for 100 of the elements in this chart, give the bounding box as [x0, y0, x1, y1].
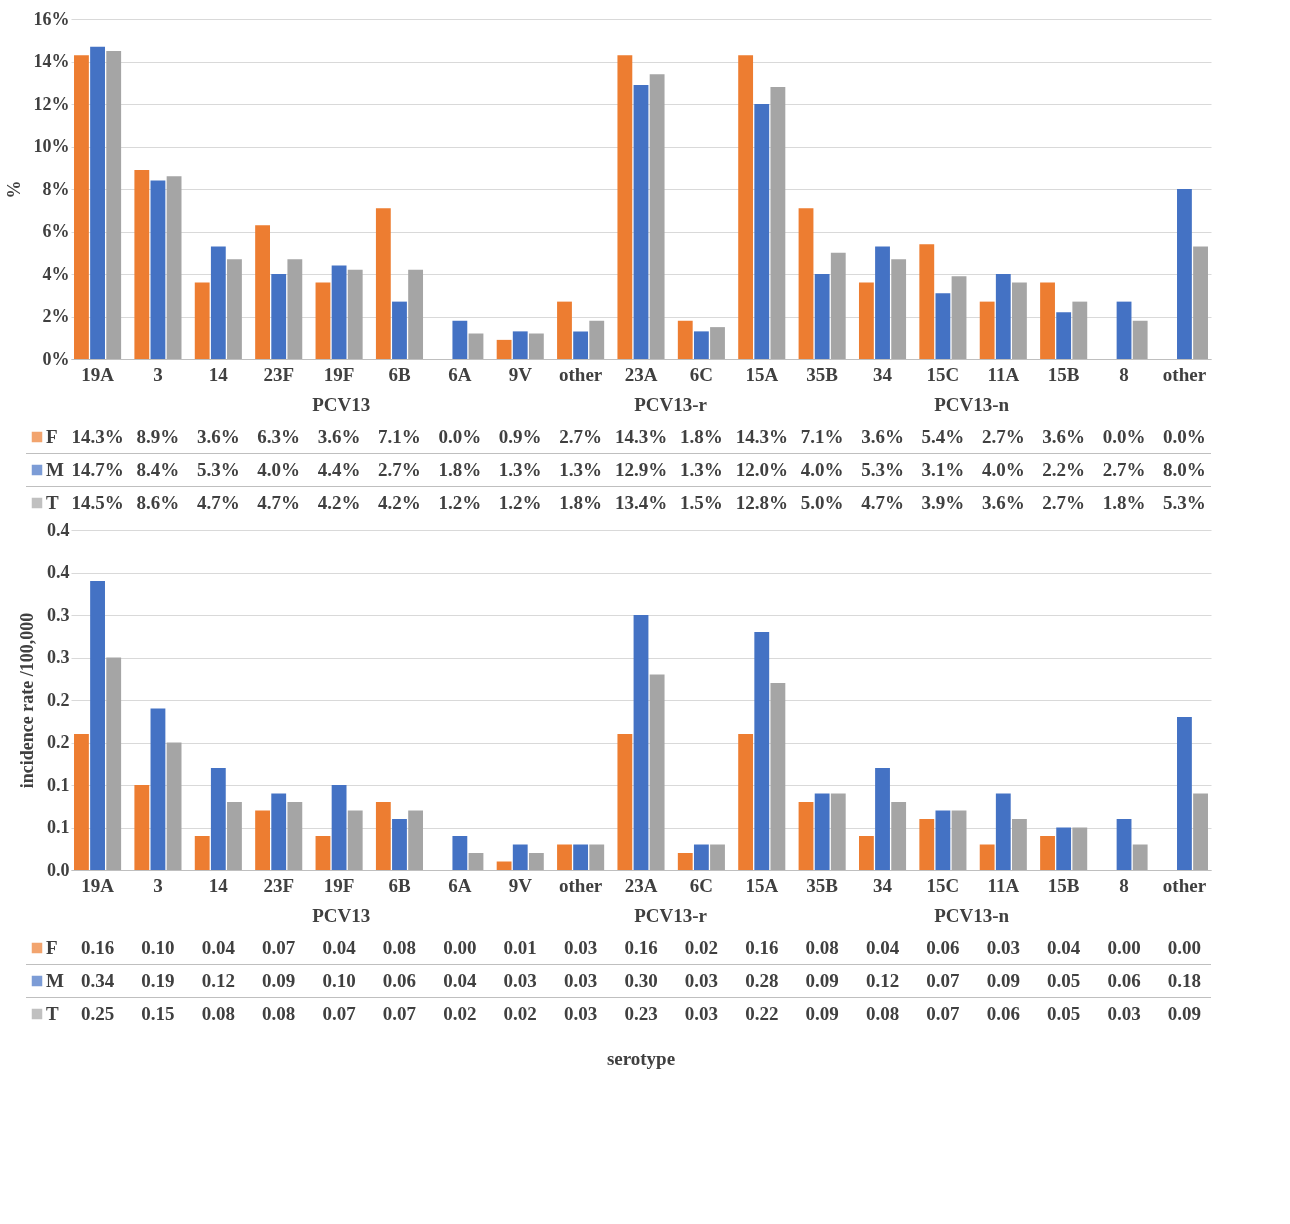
data-label: 1.3%	[498, 459, 542, 480]
x-tick-label: other	[1162, 874, 1207, 896]
data-label: 0.03	[563, 970, 598, 991]
bar	[134, 785, 150, 870]
legend-label: T	[46, 1003, 59, 1024]
y-tick-label: 6%	[42, 221, 70, 241]
bar	[798, 802, 814, 870]
x-tick-label: 11A	[987, 363, 1020, 385]
bar	[589, 320, 605, 359]
data-label: 4.0%	[981, 459, 1025, 480]
data-label: 0.16	[745, 937, 779, 958]
bar	[392, 301, 407, 359]
x-tick-label: 9V	[508, 363, 533, 385]
bar	[995, 793, 1011, 870]
x-tick-label: 6B	[388, 874, 411, 896]
bar	[408, 269, 424, 359]
data-label: 3.6%	[1042, 426, 1086, 447]
bar	[134, 169, 150, 359]
data-label: 1.2%	[438, 492, 482, 513]
bar	[649, 74, 665, 359]
bar	[951, 810, 967, 870]
x-tick-label: 15C	[926, 363, 960, 385]
bar	[90, 581, 105, 870]
data-label: 7.1%	[800, 426, 844, 447]
data-label: 0.08	[805, 937, 839, 958]
x-tick-label: 34	[873, 363, 893, 385]
y-tick-label: 0.4	[47, 562, 70, 582]
data-label: 0.05	[1047, 970, 1081, 991]
y-tick-label: 0.1	[47, 774, 70, 795]
bar	[496, 861, 512, 870]
data-label: 14.5%	[71, 492, 124, 513]
bar	[194, 282, 210, 359]
bar	[227, 259, 242, 359]
x-tick-label: 19A	[81, 363, 115, 385]
data-label: 0.02	[684, 937, 719, 958]
data-label: 4.0%	[800, 459, 844, 480]
data-label: 0.00	[1107, 937, 1141, 958]
bar	[315, 282, 331, 359]
y-tick-label: 0.4	[47, 519, 70, 540]
legend-label: M	[46, 459, 64, 480]
data-label: 1.8%	[438, 459, 482, 480]
bar	[194, 836, 210, 870]
bar	[979, 301, 995, 359]
data-label: 2.7%	[981, 426, 1025, 447]
bar	[557, 844, 572, 870]
bar	[830, 252, 846, 359]
bar	[995, 274, 1011, 359]
data-label: 1.8%	[1102, 492, 1146, 513]
data-label: 4.4%	[317, 459, 361, 480]
data-label: 1.2%	[498, 492, 542, 513]
text: PCV13-n	[934, 394, 1010, 415]
data-label: 0.05	[1047, 1003, 1081, 1024]
bar	[891, 802, 907, 870]
data-label: 0.06	[986, 1003, 1020, 1024]
data-label: 8.4%	[136, 459, 180, 480]
bar	[935, 810, 951, 870]
bar	[1132, 320, 1148, 359]
bar	[830, 793, 846, 870]
data-label: 3.6%	[861, 426, 904, 447]
data-label: 4.7%	[196, 492, 240, 513]
data-label: 2.2%	[1042, 459, 1086, 480]
bar	[150, 708, 166, 870]
data-label: 12.9%	[614, 459, 668, 480]
bar	[315, 836, 331, 870]
bar	[738, 734, 754, 870]
x-tick-label: 15A	[745, 874, 779, 896]
data-label: 5.0%	[800, 492, 844, 513]
bar	[1056, 312, 1072, 359]
legend-label: M	[46, 970, 64, 991]
bar	[375, 802, 391, 870]
data-label: 0.34	[80, 970, 115, 991]
bar	[1012, 282, 1027, 359]
bar	[210, 246, 226, 359]
bar	[858, 836, 874, 870]
legend-label: F	[46, 937, 58, 958]
data-label: 7.1%	[378, 426, 421, 447]
data-label: 0.23	[624, 1003, 658, 1024]
y-tick-label: 0.3	[47, 647, 70, 667]
data-label: 3.6%	[196, 426, 240, 447]
bar	[1177, 717, 1192, 870]
bar	[677, 320, 693, 359]
y-tick-label: 0.2	[47, 732, 70, 752]
bar	[452, 320, 468, 359]
bar	[754, 632, 770, 870]
data-label: 1.8%	[559, 492, 602, 513]
bar	[271, 793, 287, 870]
data-label: 0.03	[986, 937, 1020, 958]
x-tick-label: 11A	[987, 874, 1020, 896]
data-label: 4.2%	[378, 492, 421, 513]
y-tick-label: 14%	[33, 51, 70, 71]
data-label: 0.09	[805, 970, 839, 991]
data-label: 14.3%	[735, 426, 788, 447]
data-label: 3.9%	[921, 492, 965, 513]
bar	[633, 84, 649, 359]
x-tick-label: 6C	[689, 363, 713, 385]
x-tick-label: 8	[1119, 874, 1129, 896]
data-label: 0.02	[503, 1003, 537, 1024]
data-label: 8.0%	[1163, 459, 1206, 480]
data-label: 2.7%	[1042, 492, 1086, 513]
data-label: 2.7%	[559, 426, 602, 447]
